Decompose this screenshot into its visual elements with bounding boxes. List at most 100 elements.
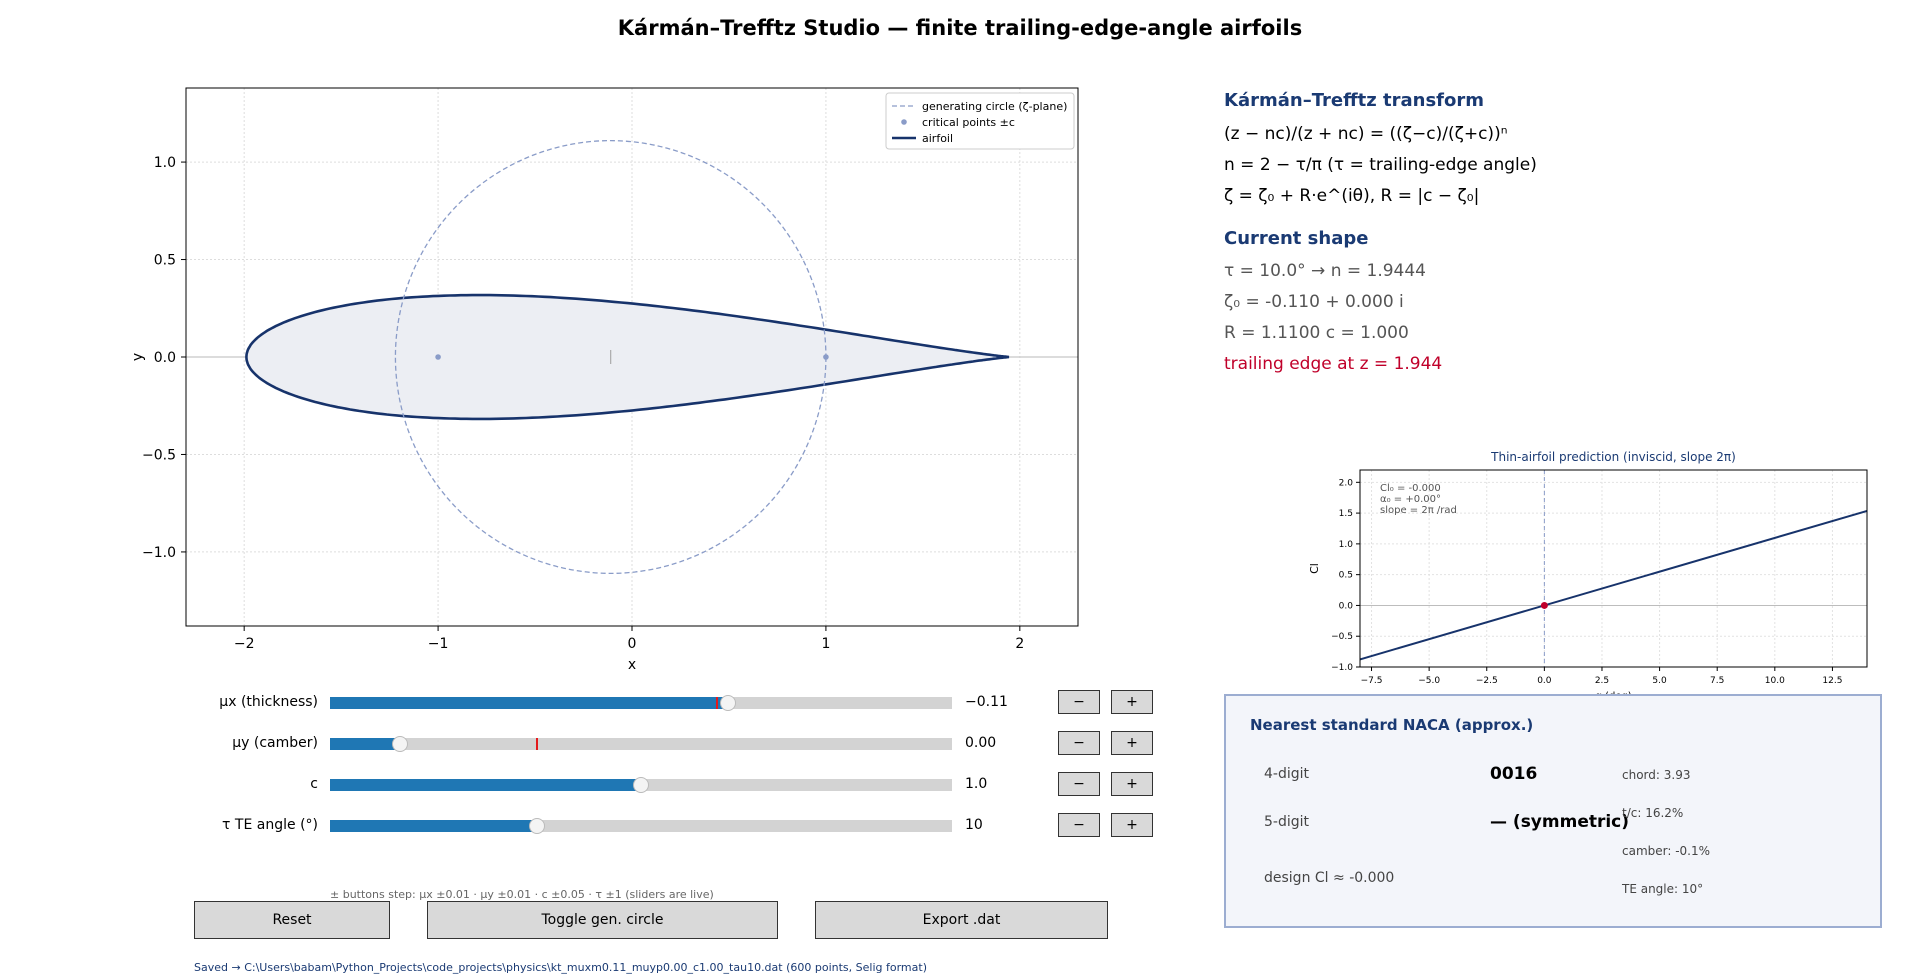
export-dat-button[interactable]: Export .dat [815, 901, 1108, 939]
inset-x-tick-label: 2.5 [1595, 676, 1609, 686]
tau-readout: τ = 10.0° → n = 1.9444 [1224, 261, 1426, 281]
legend-airfoil-label: airfoil [922, 132, 953, 145]
y-tick-label: 0.5 [154, 253, 176, 269]
y-tick-label: 0.0 [154, 350, 176, 366]
slider-fill [330, 738, 400, 750]
camber-stat: camber: -0.1% [1622, 844, 1711, 858]
cl-line [1359, 509, 1868, 661]
five-digit-value: — (symmetric) [1490, 812, 1630, 832]
inset-y-tick-label: −1.0 [1331, 663, 1353, 673]
current-shape-heading: Current shape [1224, 228, 1369, 249]
legend-points-label: critical points ±c [922, 116, 1015, 129]
inset-y-label: Cl [1308, 563, 1321, 574]
airfoil-plot: −2 −1 0 1 2 −1.0 −0.5 0.0 0.5 1.0 x y generating cir… [130, 87, 1079, 673]
slider-fill [330, 820, 538, 832]
chord-stat: chord: 3.93 [1622, 768, 1691, 782]
x-axis-label: x [628, 657, 636, 673]
four-digit-value: 0016 [1490, 764, 1538, 784]
mux-thickness-minus-button[interactable]: − [1058, 690, 1100, 714]
inset-y-tick-label: 0.5 [1339, 571, 1353, 581]
reset-button[interactable]: Reset [194, 901, 390, 939]
inset-frame [1359, 469, 1868, 668]
legend-points-swatch [901, 119, 907, 125]
five-digit-label: 5-digit [1264, 814, 1310, 830]
toggle-circle-button[interactable]: Toggle gen. circle [427, 901, 778, 939]
tau-te-angle-minus-button[interactable]: − [1058, 813, 1100, 837]
inset-y-tick-label: 1.5 [1339, 509, 1353, 519]
c-param-slider[interactable] [330, 777, 952, 793]
inset-x-tick-label: −2.5 [1476, 676, 1498, 686]
page-title: Kármán–Trefftz Studio — finite trailing-… [617, 16, 1303, 40]
transform-equation: (z − nc)/(z + nc) = ((ζ−c)/(ζ+c))ⁿ [1224, 124, 1508, 144]
cl-alpha-chart: Thin-airfoil prediction (inviscid, slope… [1308, 450, 1868, 702]
c-param-plus-button[interactable]: + [1111, 772, 1153, 796]
zeta0-readout: ζ₀ = -0.110 + 0.000 i [1224, 292, 1404, 312]
thickness-stat: t/c: 16.2% [1622, 806, 1684, 820]
design-cl: design Cl ≈ -0.000 [1264, 870, 1395, 886]
inset-x-tick-label: 10.0 [1765, 676, 1785, 686]
y-axis-label: y [130, 353, 146, 361]
step-info: ± buttons step: μx ±0.01 · μy ±0.01 · c … [330, 888, 714, 901]
plot-frame [185, 87, 1079, 627]
legend-circle-label: generating circle (ζ-plane) [922, 100, 1067, 113]
circle-equation: ζ = ζ₀ + R·e^(iθ), R = |c − ζ₀| [1224, 186, 1480, 206]
mux-thickness-plus-button[interactable]: + [1111, 690, 1153, 714]
inset-y-tick-label: −0.5 [1331, 632, 1353, 642]
muy-camber-minus-button[interactable]: − [1058, 731, 1100, 755]
inset-x-tick-label: 7.5 [1710, 676, 1724, 686]
mux-thickness-value: −0.11 [965, 694, 1008, 710]
x-tick-label: 1 [821, 636, 830, 652]
critical-point [823, 354, 829, 360]
inset-x-tick-label: 12.5 [1822, 676, 1842, 686]
c-param-value: 1.0 [965, 776, 988, 792]
tau-te-angle-plus-button[interactable]: + [1111, 813, 1153, 837]
operating-point [1540, 601, 1548, 609]
y-tick-label: −1.0 [142, 545, 176, 561]
tau-te-angle-label: τ TE angle (°) [222, 817, 318, 833]
muy-camber-plus-button[interactable]: + [1111, 731, 1153, 755]
saved-status: Saved → C:\Users\babam\Python_Projects\c… [194, 961, 927, 974]
y-tick-label: −0.5 [142, 447, 176, 463]
inset-y-tick-label: 2.0 [1339, 478, 1354, 488]
tau-te-angle-value: 10 [965, 817, 983, 833]
legend-box [885, 92, 1075, 150]
inset-x-tick-label: 5.0 [1652, 676, 1667, 686]
exponent-equation: n = 2 − τ/π (τ = trailing-edge angle) [1224, 155, 1537, 175]
muy-camber-value: 0.00 [965, 735, 997, 751]
slider-handle[interactable] [529, 818, 546, 834]
naca-title: Nearest standard NACA (approx.) [1250, 716, 1534, 734]
inset-y-tick-label: 1.0 [1339, 540, 1354, 550]
x-tick-label: −1 [428, 636, 449, 652]
mux-thickness-slider[interactable] [330, 695, 952, 711]
radius-readout: R = 1.1100 c = 1.000 [1224, 323, 1409, 343]
critical-point [435, 354, 441, 360]
inset-annotation-line: slope = 2π /rad [1380, 505, 1457, 516]
slider-initial-marker [536, 738, 539, 750]
transform-heading: Kármán–Trefftz transform [1224, 90, 1484, 111]
naca-panel: Nearest standard NACA (approx.) 4-digit … [1224, 694, 1882, 928]
slider-handle[interactable] [720, 695, 737, 711]
x-tick-label: 0 [628, 636, 637, 652]
slider-handle[interactable] [391, 736, 408, 752]
trailing-edge-readout: trailing edge at z = 1.944 [1224, 354, 1443, 374]
inset-x-tick-label: 0.0 [1537, 676, 1552, 686]
muy-camber-label: μy (camber) [232, 735, 318, 751]
muy-camber-slider[interactable] [330, 736, 952, 752]
inset-x-tick-label: −7.5 [1361, 676, 1383, 686]
x-tick-label: −2 [234, 636, 255, 652]
inset-annotation-line: α₀ = +0.00° [1380, 494, 1441, 505]
te-angle-stat: TE angle: 10° [1622, 882, 1704, 896]
y-tick-label: 1.0 [154, 155, 176, 171]
airfoil-shape [245, 293, 1010, 421]
tau-te-angle-slider[interactable] [330, 818, 952, 834]
slider-fill [330, 779, 641, 791]
inset-annotation-line: Cl₀ = -0.000 [1380, 483, 1441, 494]
c-param-label: c [310, 776, 318, 792]
slider-fill [330, 697, 729, 709]
slider-handle[interactable] [633, 777, 649, 793]
slider-initial-marker [715, 697, 718, 709]
four-digit-label: 4-digit [1264, 766, 1310, 782]
c-param-minus-button[interactable]: − [1058, 772, 1100, 796]
inset-y-tick-label: 0.0 [1339, 601, 1354, 611]
x-tick-label: 2 [1015, 636, 1024, 652]
